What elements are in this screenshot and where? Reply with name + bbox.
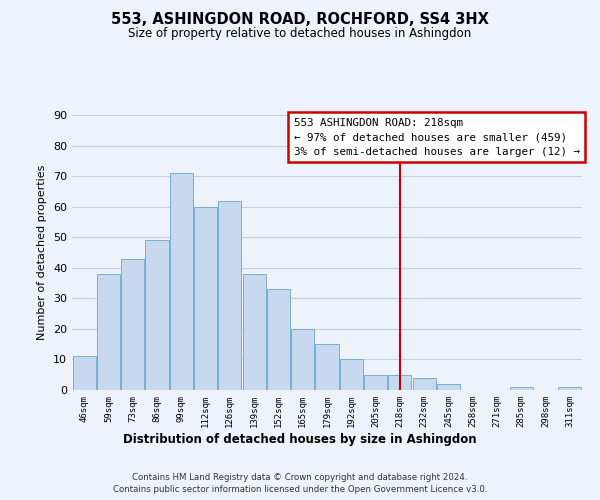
Text: 553, ASHINGDON ROAD, ROCHFORD, SS4 3HX: 553, ASHINGDON ROAD, ROCHFORD, SS4 3HX bbox=[111, 12, 489, 28]
Bar bbox=[316, 344, 338, 390]
Text: Distribution of detached houses by size in Ashingdon: Distribution of detached houses by size … bbox=[123, 432, 477, 446]
Bar bbox=[121, 258, 144, 390]
Bar bbox=[437, 384, 460, 390]
Y-axis label: Number of detached properties: Number of detached properties bbox=[37, 165, 47, 340]
Bar bbox=[340, 360, 363, 390]
Bar bbox=[510, 387, 533, 390]
Bar bbox=[194, 206, 217, 390]
Bar bbox=[267, 289, 290, 390]
Text: Contains public sector information licensed under the Open Government Licence v3: Contains public sector information licen… bbox=[113, 485, 487, 494]
Bar bbox=[73, 356, 95, 390]
Bar bbox=[242, 274, 266, 390]
Bar bbox=[97, 274, 120, 390]
Bar bbox=[388, 374, 412, 390]
Bar bbox=[145, 240, 169, 390]
Bar bbox=[364, 374, 387, 390]
Bar bbox=[218, 200, 241, 390]
Text: 553 ASHINGDON ROAD: 218sqm
← 97% of detached houses are smaller (459)
3% of semi: 553 ASHINGDON ROAD: 218sqm ← 97% of deta… bbox=[294, 118, 580, 156]
Text: Size of property relative to detached houses in Ashingdon: Size of property relative to detached ho… bbox=[128, 28, 472, 40]
Bar bbox=[170, 173, 193, 390]
Bar bbox=[291, 329, 314, 390]
Bar bbox=[559, 387, 581, 390]
Text: Contains HM Land Registry data © Crown copyright and database right 2024.: Contains HM Land Registry data © Crown c… bbox=[132, 472, 468, 482]
Bar bbox=[413, 378, 436, 390]
